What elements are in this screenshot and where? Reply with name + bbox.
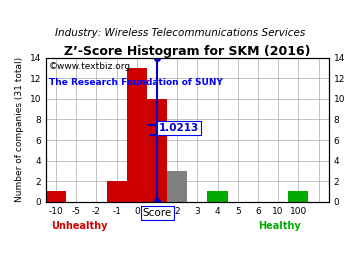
Bar [288,191,309,202]
Bar [167,171,187,202]
Title: Z’-Score Histogram for SKM (2016): Z’-Score Histogram for SKM (2016) [64,45,311,58]
Text: Industry: Wireless Telecommunications Services: Industry: Wireless Telecommunications Se… [55,28,305,38]
Bar [46,191,66,202]
Y-axis label: Number of companies (31 total): Number of companies (31 total) [15,57,24,202]
Bar [207,191,228,202]
Text: 1.0213: 1.0213 [159,123,199,133]
Bar [147,99,167,202]
Bar [107,181,127,202]
Text: The Research Foundation of SUNY: The Research Foundation of SUNY [49,78,222,87]
Text: Unhealthy: Unhealthy [51,221,108,231]
Bar [127,68,147,202]
Text: Score: Score [143,208,172,218]
Text: ©www.textbiz.org: ©www.textbiz.org [49,62,131,71]
Text: Healthy: Healthy [258,221,301,231]
